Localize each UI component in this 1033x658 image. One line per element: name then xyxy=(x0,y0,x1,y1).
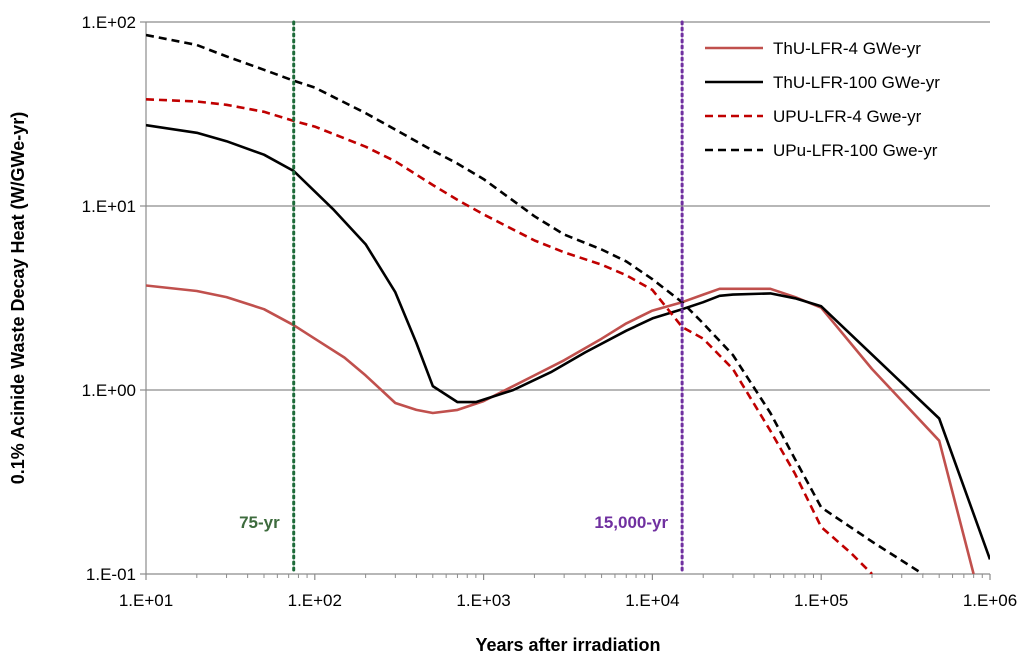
y-tick-label: 1.E+02 xyxy=(82,13,136,32)
x-tick-label: 1.E+03 xyxy=(456,591,510,610)
series-line-1 xyxy=(146,284,975,574)
series-line-3 xyxy=(146,98,873,574)
axes: 1.E-01 1.E+00 1.E+01 1.E+02 1.E+01 1.E+02 1.E+… xyxy=(82,13,1018,610)
series-lines xyxy=(146,33,990,574)
grid-lines xyxy=(146,21,990,391)
y-tick-label: 1.E-01 xyxy=(86,565,136,584)
y-tick-label: 1.E+00 xyxy=(82,381,136,400)
legend-label-4: UPu-LFR-100 Gwe-yr xyxy=(773,141,938,160)
legend-label-3: UPU-LFR-4 Gwe-yr xyxy=(773,107,922,126)
x-axis-title: Years after irradiation xyxy=(475,635,660,655)
y-axis-title: 0.1% Acinide Waste Decay Heat (W/GWe-yr) xyxy=(8,112,28,484)
series-line-4 xyxy=(146,33,924,574)
x-tick-label: 1.E+04 xyxy=(625,591,679,610)
series-line-2 xyxy=(146,123,990,560)
x-tick-label: 1.E+01 xyxy=(119,591,173,610)
legend-label-2: ThU-LFR-100 GWe-yr xyxy=(773,73,940,92)
vline-label-2: 15,000-yr xyxy=(594,513,668,532)
axis-labels: Years after irradiation 0.1% Acinide Was… xyxy=(8,112,661,655)
vline-label-1: 75-yr xyxy=(239,513,280,532)
x-tick-label: 1.E+02 xyxy=(288,591,342,610)
reference-lines: 75-yr 15,000-yr xyxy=(239,20,684,576)
y-tick-label: 1.E+01 xyxy=(82,197,136,216)
legend: ThU-LFR-4 GWe-yr ThU-LFR-100 GWe-yr UPU-LF… xyxy=(705,39,940,160)
legend-label-1: ThU-LFR-4 GWe-yr xyxy=(773,39,921,58)
x-tick-label: 1.E+05 xyxy=(794,591,848,610)
x-tick-label: 1.E+06 xyxy=(963,591,1017,610)
